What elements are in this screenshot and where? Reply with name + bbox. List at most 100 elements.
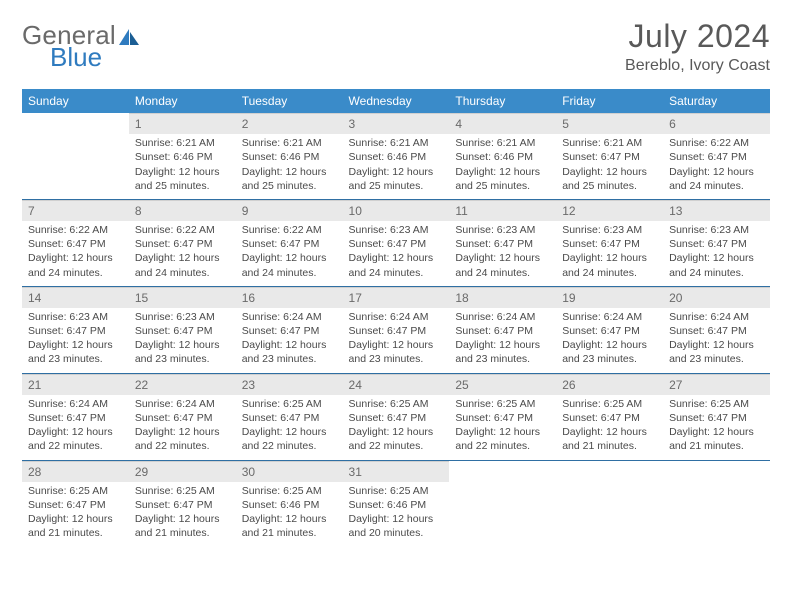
sunrise-text: Sunrise: 6:23 AM (349, 223, 444, 237)
calendar-week-row: 1Sunrise: 6:21 AMSunset: 6:46 PMDaylight… (22, 113, 770, 199)
calendar-day-cell: 24Sunrise: 6:25 AMSunset: 6:47 PMDayligh… (343, 373, 450, 460)
day-number: 3 (343, 113, 450, 134)
daylight-text: Daylight: 12 hours and 20 minutes. (349, 512, 444, 540)
calendar-day-cell: 7Sunrise: 6:22 AMSunset: 6:47 PMDaylight… (22, 199, 129, 286)
daylight-text: Daylight: 12 hours and 21 minutes. (562, 425, 657, 453)
sunset-text: Sunset: 6:47 PM (562, 324, 657, 338)
daylight-text: Daylight: 12 hours and 22 minutes. (349, 425, 444, 453)
sunset-text: Sunset: 6:47 PM (669, 237, 764, 251)
day-number: 27 (663, 374, 770, 395)
sunset-text: Sunset: 6:47 PM (28, 324, 123, 338)
day-content: Sunrise: 6:23 AMSunset: 6:47 PMDaylight:… (22, 308, 129, 373)
daylight-text: Daylight: 12 hours and 25 minutes. (135, 165, 230, 193)
day-header: Wednesday (343, 89, 450, 113)
sunset-text: Sunset: 6:46 PM (242, 150, 337, 164)
sunset-text: Sunset: 6:47 PM (135, 498, 230, 512)
day-number: 12 (556, 200, 663, 221)
sunset-text: Sunset: 6:46 PM (349, 498, 444, 512)
daylight-text: Daylight: 12 hours and 21 minutes. (242, 512, 337, 540)
logo-text-blue: Blue (50, 44, 140, 70)
calendar-day-cell: 29Sunrise: 6:25 AMSunset: 6:47 PMDayligh… (129, 460, 236, 546)
calendar-day-cell: 8Sunrise: 6:22 AMSunset: 6:47 PMDaylight… (129, 199, 236, 286)
daylight-text: Daylight: 12 hours and 24 minutes. (28, 251, 123, 279)
calendar-day-cell: 22Sunrise: 6:24 AMSunset: 6:47 PMDayligh… (129, 373, 236, 460)
day-number: 26 (556, 374, 663, 395)
sunset-text: Sunset: 6:47 PM (669, 150, 764, 164)
sunrise-text: Sunrise: 6:24 AM (669, 310, 764, 324)
day-header: Thursday (449, 89, 556, 113)
sunrise-text: Sunrise: 6:22 AM (135, 223, 230, 237)
day-number: 9 (236, 200, 343, 221)
title-block: July 2024 Bereblo, Ivory Coast (625, 18, 770, 75)
daylight-text: Daylight: 12 hours and 24 minutes. (455, 251, 550, 279)
sunrise-text: Sunrise: 6:25 AM (455, 397, 550, 411)
sunrise-text: Sunrise: 6:21 AM (562, 136, 657, 150)
calendar-day-cell: 23Sunrise: 6:25 AMSunset: 6:47 PMDayligh… (236, 373, 343, 460)
sunset-text: Sunset: 6:46 PM (135, 150, 230, 164)
day-number: 28 (22, 461, 129, 482)
sunrise-text: Sunrise: 6:23 AM (28, 310, 123, 324)
daylight-text: Daylight: 12 hours and 22 minutes. (135, 425, 230, 453)
calendar-day-cell: 12Sunrise: 6:23 AMSunset: 6:47 PMDayligh… (556, 199, 663, 286)
day-content (22, 117, 129, 175)
calendar-day-cell: 1 Sunrise: 6:21 AMSunset: 6:46 PMDaylight… (129, 113, 236, 199)
sunrise-text: Sunrise: 6:24 AM (242, 310, 337, 324)
daylight-text: Daylight: 12 hours and 24 minutes. (349, 251, 444, 279)
day-content (556, 465, 663, 523)
sunrise-text: Sunrise: 6:21 AM (135, 136, 230, 150)
daylight-text: Daylight: 12 hours and 24 minutes. (669, 165, 764, 193)
calendar-header-row: Sunday Monday Tuesday Wednesday Thursday… (22, 89, 770, 113)
day-number: 1 (129, 113, 236, 134)
sunset-text: Sunset: 6:47 PM (349, 411, 444, 425)
calendar-day-cell: 20Sunrise: 6:24 AMSunset: 6:47 PMDayligh… (663, 286, 770, 373)
calendar-day-cell: 16Sunrise: 6:24 AMSunset: 6:47 PMDayligh… (236, 286, 343, 373)
calendar-day-cell: 5Sunrise: 6:21 AMSunset: 6:47 PMDaylight… (556, 113, 663, 199)
calendar-day-cell (22, 113, 129, 199)
calendar-day-cell: 9 Sunrise: 6:22 AMSunset: 6:47 PMDaylight… (236, 199, 343, 286)
day-header: Friday (556, 89, 663, 113)
sunset-text: Sunset: 6:47 PM (28, 411, 123, 425)
sunset-text: Sunset: 6:47 PM (242, 324, 337, 338)
month-title: July 2024 (625, 18, 770, 55)
sunrise-text: Sunrise: 6:24 AM (28, 397, 123, 411)
calendar-day-cell (663, 460, 770, 546)
day-number: 6 (663, 113, 770, 134)
day-header: Monday (129, 89, 236, 113)
sunset-text: Sunset: 6:47 PM (455, 237, 550, 251)
daylight-text: Daylight: 12 hours and 21 minutes. (28, 512, 123, 540)
sunrise-text: Sunrise: 6:21 AM (349, 136, 444, 150)
calendar-day-cell: 6Sunrise: 6:22 AMSunset: 6:47 PMDaylight… (663, 113, 770, 199)
sunset-text: Sunset: 6:47 PM (135, 411, 230, 425)
sunset-text: Sunset: 6:47 PM (349, 237, 444, 251)
day-content: Sunrise: 6:23 AMSunset: 6:47 PMDaylight:… (129, 308, 236, 373)
sunset-text: Sunset: 6:47 PM (242, 237, 337, 251)
day-number: 20 (663, 287, 770, 308)
daylight-text: Daylight: 12 hours and 21 minutes. (669, 425, 764, 453)
daylight-text: Daylight: 12 hours and 25 minutes. (562, 165, 657, 193)
calendar-day-cell: 2Sunrise: 6:21 AMSunset: 6:46 PMDaylight… (236, 113, 343, 199)
sunrise-text: Sunrise: 6:23 AM (562, 223, 657, 237)
day-number: 2 (236, 113, 343, 134)
calendar-table: Sunday Monday Tuesday Wednesday Thursday… (22, 89, 770, 546)
daylight-text: Daylight: 12 hours and 25 minutes. (242, 165, 337, 193)
day-number: 10 (343, 200, 450, 221)
day-content: Sunrise: 6:24 AMSunset: 6:47 PMDaylight:… (22, 395, 129, 460)
day-content: Sunrise: 6:22 AMSunset: 6:47 PMDaylight:… (663, 134, 770, 199)
calendar-day-cell: 18Sunrise: 6:24 AMSunset: 6:47 PMDayligh… (449, 286, 556, 373)
day-number: 13 (663, 200, 770, 221)
day-number: 4 (449, 113, 556, 134)
day-number: 23 (236, 374, 343, 395)
day-content: Sunrise: 6:23 AMSunset: 6:47 PMDaylight:… (556, 221, 663, 286)
sunrise-text: Sunrise: 6:22 AM (242, 223, 337, 237)
day-content: Sunrise: 6:24 AMSunset: 6:47 PMDaylight:… (129, 395, 236, 460)
calendar-day-cell: 15Sunrise: 6:23 AMSunset: 6:47 PMDayligh… (129, 286, 236, 373)
day-content: Sunrise: 6:22 AMSunset: 6:47 PMDaylight:… (22, 221, 129, 286)
daylight-text: Daylight: 12 hours and 24 minutes. (242, 251, 337, 279)
sunset-text: Sunset: 6:47 PM (349, 324, 444, 338)
daylight-text: Daylight: 12 hours and 23 minutes. (135, 338, 230, 366)
calendar-day-cell (556, 460, 663, 546)
sunrise-text: Sunrise: 6:25 AM (349, 484, 444, 498)
sunrise-text: Sunrise: 6:23 AM (455, 223, 550, 237)
day-content: Sunrise: 6:21 AMSunset: 6:46 PMDaylight:… (343, 134, 450, 199)
location: Bereblo, Ivory Coast (625, 57, 770, 75)
